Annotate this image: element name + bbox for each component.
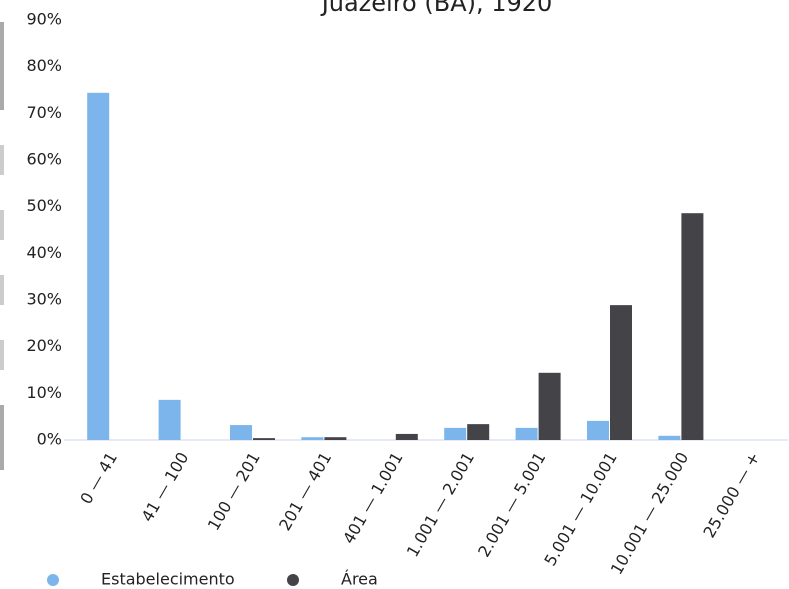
y-tick-label: 50%: [26, 196, 62, 215]
bar: [230, 425, 252, 440]
y-tick-label: 10%: [26, 383, 62, 402]
legend-label: Estabelecimento: [101, 570, 235, 589]
y-tick-label: 20%: [26, 336, 62, 355]
legend-label: Área: [341, 570, 378, 589]
x-tick-label: 1.001 — 2.001: [403, 449, 478, 561]
y-tick-label: 0%: [37, 430, 62, 449]
bar: [587, 420, 609, 440]
legend-marker: [287, 574, 299, 586]
bar: [87, 92, 110, 441]
y-tick-label: 60%: [26, 150, 62, 169]
y-tick-label: 70%: [26, 103, 62, 122]
bar: [301, 437, 324, 440]
chart-title: Juazeiro (BA), 1920: [320, 0, 553, 17]
bar: [395, 433, 418, 440]
x-tick-label: 2.001 — 5.001: [474, 449, 549, 561]
x-tick-label: 41 — 100: [137, 449, 192, 525]
bar: [538, 372, 561, 440]
y-tick-label: 30%: [26, 290, 62, 309]
side-decoration: [0, 22, 4, 110]
bar: [515, 427, 538, 440]
y-tick-label: 80%: [26, 56, 62, 75]
side-decoration: [0, 340, 4, 370]
y-tick-label: 90%: [26, 10, 62, 29]
bar: [324, 437, 347, 440]
bar: [158, 399, 181, 440]
bar: [467, 424, 490, 440]
x-tick-label: 0 — 41: [76, 449, 121, 508]
side-decoration: [0, 405, 4, 470]
x-tick-label: 5.001 — 10.001: [540, 449, 620, 569]
bar: [444, 427, 467, 440]
bar: [658, 435, 681, 440]
x-tick-label: 10.001 — 25.000: [607, 449, 693, 578]
bar: [610, 305, 632, 440]
x-tick-label: 25.000 — +: [699, 449, 763, 541]
side-decoration: [0, 275, 4, 305]
x-tick-label: 401 — 1.001: [339, 449, 407, 547]
bar: [253, 438, 275, 440]
x-tick-label: 201 — 401: [275, 449, 335, 534]
side-decoration: [0, 210, 4, 240]
side-decoration: [0, 145, 4, 175]
y-tick-label: 40%: [26, 243, 62, 262]
x-tick-label: 100 — 201: [204, 449, 264, 534]
legend-marker: [47, 574, 59, 586]
bar: [681, 213, 704, 440]
